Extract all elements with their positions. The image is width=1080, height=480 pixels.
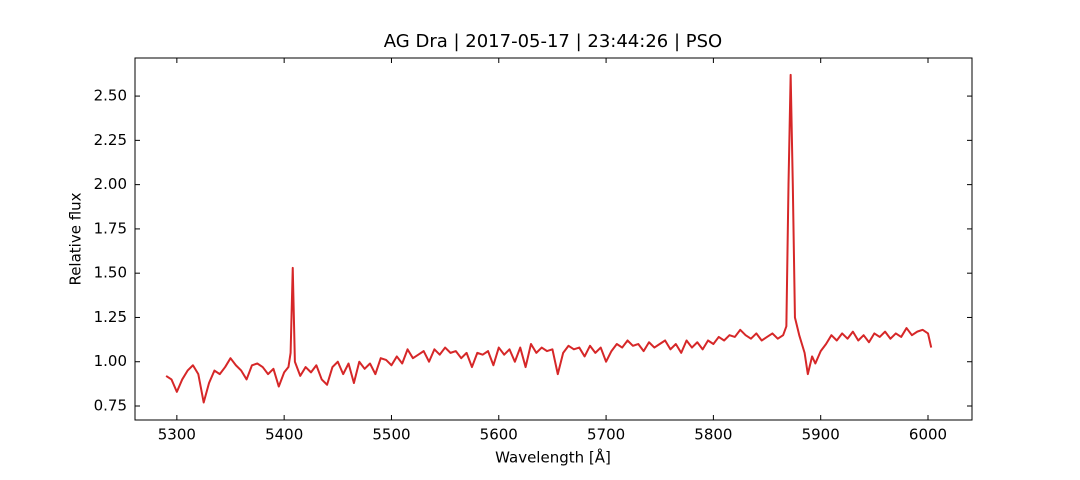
y-tick-label: 1.50: [94, 264, 127, 282]
x-tick-label: 5300: [158, 426, 196, 444]
x-tick-label: 5800: [694, 426, 732, 444]
y-tick-label: 1.75: [94, 219, 127, 237]
y-tick-label: 0.75: [94, 397, 127, 415]
y-tick-label: 2.25: [94, 131, 127, 149]
x-axis-label: Wavelength [Å]: [495, 448, 611, 467]
x-tick-label: 5700: [587, 426, 625, 444]
x-tick-label: 5600: [480, 426, 518, 444]
y-tick-label: 2.00: [94, 175, 127, 193]
plot-frame: [134, 57, 973, 421]
y-axis-label: Relative flux: [67, 192, 85, 285]
y-tick-label: 1.00: [94, 352, 127, 370]
y-tick-label: 2.50: [94, 87, 127, 105]
spectrum-line: [165, 73, 933, 404]
x-tick-label: 5500: [372, 426, 410, 444]
x-tick-label: 5400: [265, 426, 303, 444]
y-tick-label: 1.25: [94, 308, 127, 326]
x-tick-label: 5900: [802, 426, 840, 444]
x-tick-label: 6000: [909, 426, 947, 444]
chart-title: AG Dra | 2017-05-17 | 23:44:26 | PSO: [384, 31, 722, 52]
